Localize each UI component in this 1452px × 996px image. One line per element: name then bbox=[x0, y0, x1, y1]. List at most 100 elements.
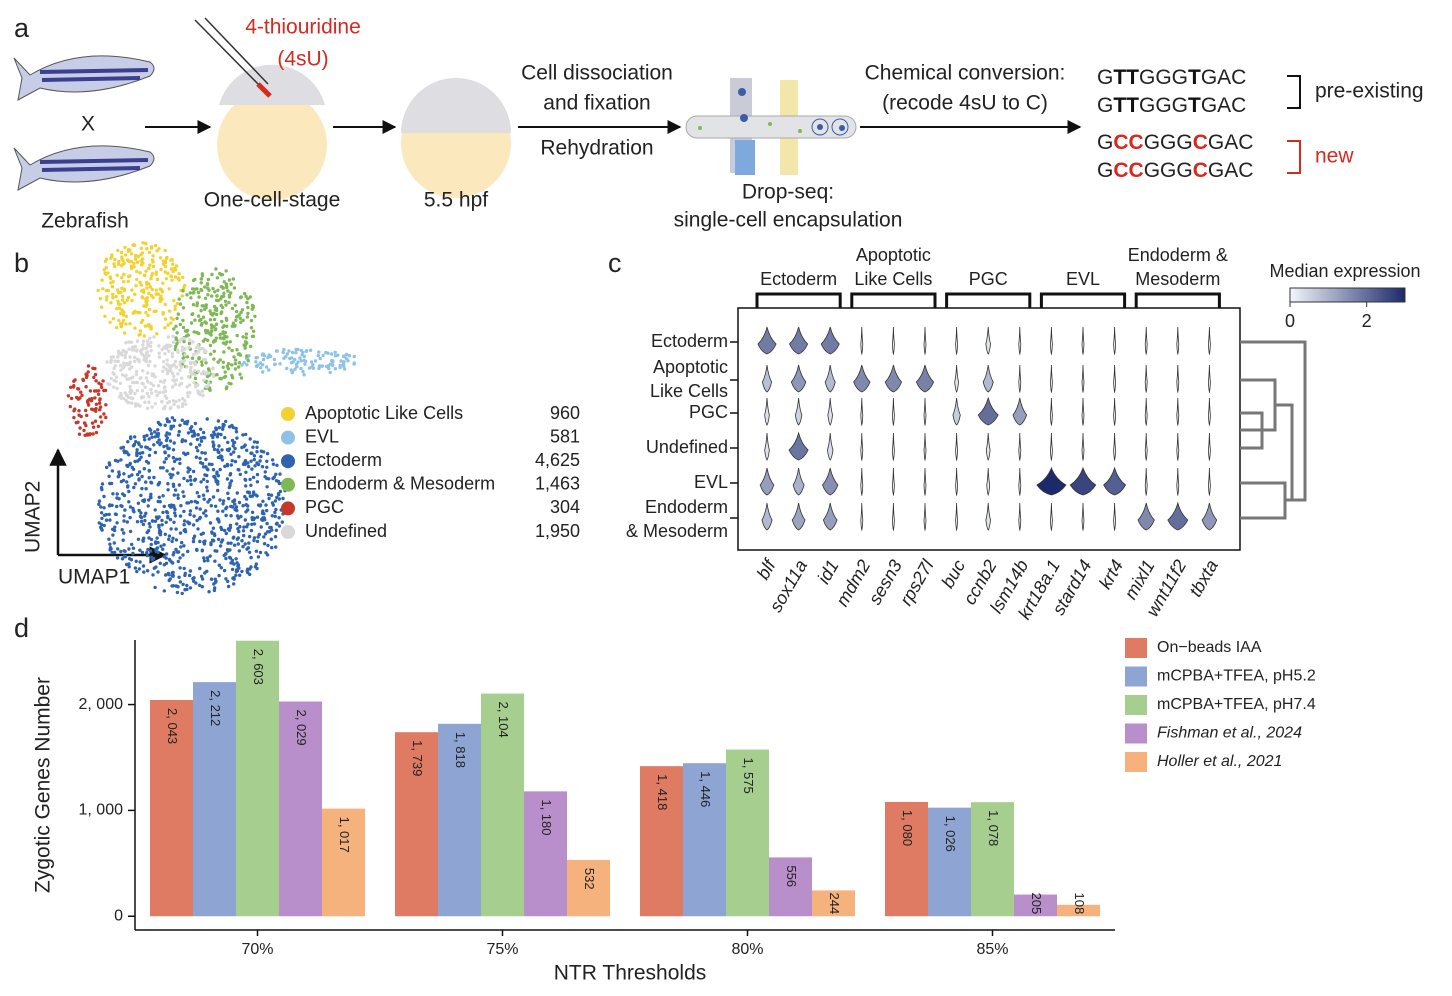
umap-point bbox=[146, 371, 150, 375]
umap-point bbox=[104, 266, 109, 270]
umap-point bbox=[186, 520, 190, 524]
value-label: 108 bbox=[1072, 893, 1087, 915]
umap-point bbox=[195, 383, 200, 387]
umap-point bbox=[84, 385, 88, 389]
umap-point bbox=[123, 331, 127, 335]
umap-point bbox=[120, 250, 124, 255]
umap-point bbox=[127, 474, 131, 479]
umap-point bbox=[171, 456, 176, 460]
violin bbox=[792, 467, 805, 496]
umap-point bbox=[181, 553, 185, 557]
umap-point bbox=[307, 366, 312, 370]
umap-point bbox=[221, 360, 225, 364]
umap-point bbox=[174, 337, 178, 341]
umap-point bbox=[127, 400, 131, 405]
umap-point bbox=[244, 484, 248, 488]
umap-point bbox=[209, 352, 213, 356]
umap-point bbox=[190, 356, 195, 360]
umap-point bbox=[181, 306, 186, 310]
umap-point bbox=[203, 357, 208, 362]
umap-point bbox=[184, 402, 188, 406]
umap-point bbox=[176, 471, 180, 475]
umap-point bbox=[109, 256, 113, 260]
umap-point bbox=[175, 342, 179, 346]
umap-point bbox=[182, 494, 186, 498]
umap-point bbox=[136, 537, 141, 541]
fish bbox=[13, 55, 155, 191]
umap-point bbox=[177, 398, 182, 402]
umap-point bbox=[116, 355, 120, 359]
umap-point bbox=[191, 291, 195, 295]
umap-point bbox=[221, 365, 225, 369]
umap-point bbox=[282, 347, 286, 352]
umap-point bbox=[122, 272, 126, 277]
row-label: EVL bbox=[694, 472, 728, 492]
umap-point bbox=[122, 519, 126, 523]
umap-point bbox=[290, 370, 294, 375]
umap-point bbox=[171, 269, 175, 274]
umap-point bbox=[246, 464, 251, 469]
violin bbox=[982, 364, 994, 393]
sequence-part: GAC bbox=[1201, 66, 1247, 89]
umap-point bbox=[183, 353, 187, 357]
umap-point bbox=[269, 525, 273, 530]
umap-point bbox=[141, 343, 145, 347]
value-label: 1, 818 bbox=[453, 732, 468, 768]
umap-point bbox=[328, 362, 333, 366]
umap-point bbox=[172, 505, 176, 509]
value-label: 1, 017 bbox=[337, 817, 352, 853]
violin bbox=[1144, 432, 1148, 462]
umap-point bbox=[263, 532, 268, 536]
umap-point bbox=[224, 419, 228, 424]
umap-point bbox=[245, 354, 249, 358]
umap-point bbox=[144, 346, 148, 351]
umap-point bbox=[167, 534, 172, 538]
umap-point bbox=[195, 491, 199, 495]
umap-point bbox=[186, 394, 190, 399]
umap-point bbox=[199, 372, 204, 376]
umap-point bbox=[228, 340, 232, 344]
violin bbox=[1036, 466, 1067, 496]
umap-point bbox=[108, 518, 112, 522]
umap-point bbox=[99, 511, 104, 515]
umap-point bbox=[219, 377, 223, 381]
umap-point bbox=[156, 384, 161, 388]
umap-point bbox=[120, 276, 124, 280]
umap-point bbox=[150, 519, 155, 523]
umap-point bbox=[99, 486, 104, 490]
umap-point bbox=[114, 375, 119, 379]
umap-point bbox=[216, 419, 221, 423]
umap-point bbox=[259, 525, 263, 529]
bar bbox=[1014, 894, 1057, 917]
violin bbox=[1113, 364, 1117, 394]
umap-point bbox=[163, 317, 168, 321]
umap-point bbox=[112, 541, 117, 545]
umap-point bbox=[174, 324, 178, 328]
umap-point bbox=[200, 577, 205, 581]
umap-point bbox=[259, 366, 263, 370]
umap-point bbox=[186, 375, 191, 379]
umap-point bbox=[240, 363, 244, 367]
umap-point bbox=[76, 387, 81, 391]
umap-point bbox=[131, 551, 135, 556]
umap-point bbox=[244, 336, 248, 340]
umap-point bbox=[250, 522, 254, 526]
umap-point bbox=[102, 494, 106, 499]
umap-point bbox=[224, 577, 228, 581]
umap-point bbox=[221, 499, 226, 503]
umap-point bbox=[225, 335, 229, 339]
umap-point bbox=[266, 355, 270, 360]
umap-point bbox=[260, 352, 265, 357]
umap-point bbox=[128, 367, 132, 371]
umap-point bbox=[175, 316, 179, 321]
umap-point bbox=[245, 547, 249, 551]
umap-point bbox=[224, 282, 228, 286]
umap-point bbox=[195, 547, 199, 552]
umap-point bbox=[262, 450, 266, 454]
umap-point bbox=[147, 437, 151, 441]
umap-point bbox=[237, 468, 241, 472]
umap-point bbox=[180, 404, 185, 409]
umap-point bbox=[193, 318, 197, 322]
umap-point bbox=[163, 302, 167, 307]
umap-point bbox=[200, 360, 204, 364]
